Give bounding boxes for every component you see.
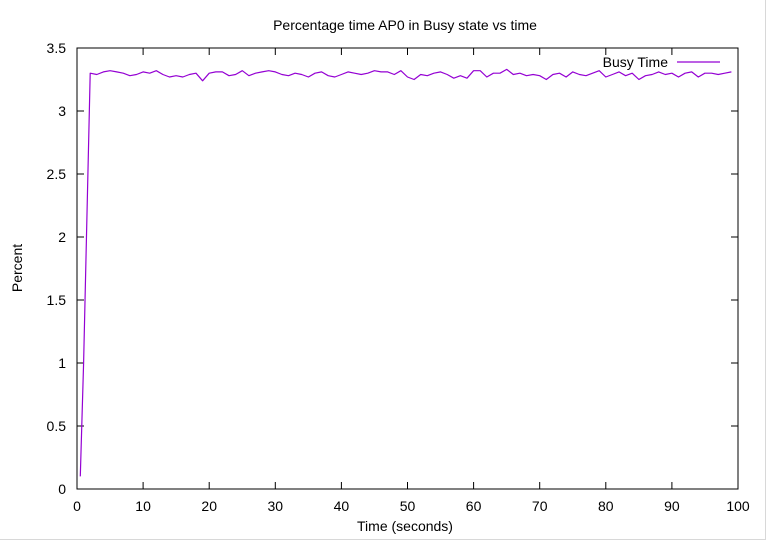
- y-tick-label: 2.5: [47, 166, 67, 182]
- x-tick-label: 60: [466, 498, 482, 514]
- x-tick-label: 30: [268, 498, 284, 514]
- y-tick-label: 3.5: [47, 40, 67, 56]
- x-tick-label: 10: [135, 498, 151, 514]
- series-line-busy-time: [79, 68, 732, 477]
- x-tick-label: 40: [334, 498, 350, 514]
- y-tick-label: 0: [58, 481, 66, 497]
- plot-area-border: [76, 47, 739, 490]
- series-group: [79, 68, 732, 477]
- y-axis-label: Percent: [9, 244, 25, 292]
- x-tick-label: 80: [598, 498, 614, 514]
- y-tick-label: 1.5: [47, 292, 67, 308]
- chart-title: Percentage time AP0 in Busy state vs tim…: [273, 17, 537, 33]
- y-tick-label: 3: [58, 103, 66, 119]
- x-axis-label: Time (seconds): [357, 518, 453, 534]
- x-tick-label: 0: [73, 498, 81, 514]
- legend: Busy Time: [603, 54, 720, 70]
- y-axis: 0 0.5 1 1.5 2 2.5 3 3.5: [47, 40, 738, 497]
- legend-label-busy-time: Busy Time: [603, 54, 669, 70]
- x-tick-label: 20: [201, 498, 217, 514]
- x-tick-label: 50: [400, 498, 416, 514]
- x-axis: 0 10 20 30 40 50 60 70 80 90 100: [73, 48, 750, 514]
- x-tick-label: 90: [664, 498, 680, 514]
- y-tick-label: 2: [58, 229, 66, 245]
- y-tick-label: 0.5: [47, 418, 67, 434]
- x-tick-label: 70: [532, 498, 548, 514]
- x-tick-label: 100: [726, 498, 750, 514]
- y-tick-label: 1: [58, 355, 66, 371]
